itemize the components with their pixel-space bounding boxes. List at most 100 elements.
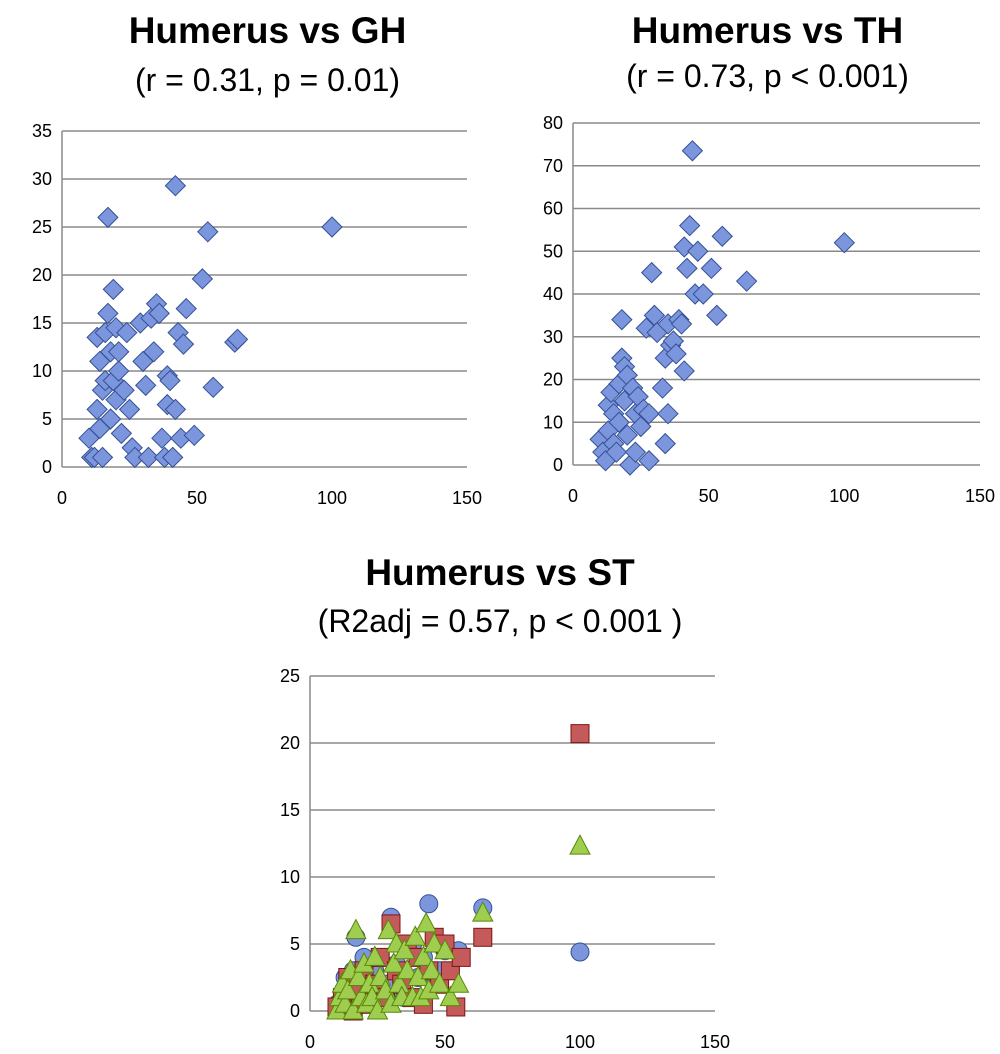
y-tick-label-gh: 15 (32, 313, 52, 333)
data-point-triangle (404, 925, 427, 946)
y-tick-label-th: 0 (553, 455, 563, 475)
data-point-triangle (439, 985, 462, 1007)
y-tick-label-gh: 0 (42, 457, 52, 477)
data-point-diamond (143, 341, 165, 363)
x-tick-label-th: 100 (829, 486, 859, 506)
y-tick-label-gh: 10 (32, 361, 52, 381)
data-point-diamond (706, 304, 728, 327)
data-point-circle (419, 894, 439, 914)
y-tick-label-gh: 25 (32, 217, 52, 237)
x-tick-label-st: 100 (565, 1032, 595, 1052)
chart-subtitle-gh: (r = 0.31, p = 0.01) (134, 62, 401, 98)
data-point-triangle (382, 952, 405, 973)
data-point-diamond (116, 321, 138, 344)
data-point-diamond (670, 313, 693, 335)
y-tick-label-th: 40 (543, 284, 563, 304)
data-point-diamond (681, 140, 704, 162)
data-point-triangle (423, 931, 446, 953)
data-point-diamond (183, 424, 206, 447)
data-point-diamond (321, 216, 343, 238)
data-point-diamond (611, 308, 633, 331)
chart-title-st: Humerus vs ST (365, 552, 635, 593)
chart-subtitle-st: (R2adj = 0.57, p < 0.001 ) (317, 603, 683, 639)
data-point-triangle (336, 978, 359, 1000)
data-point-diamond (735, 270, 758, 292)
x-tick-label-st: 50 (435, 1032, 455, 1052)
y-tick-label-gh: 5 (42, 409, 52, 429)
data-point-square (451, 947, 471, 967)
y-tick-label-th: 10 (543, 412, 563, 432)
data-point-circle (570, 942, 590, 962)
data-point-diamond (657, 402, 679, 425)
data-point-triangle (347, 965, 370, 986)
data-point-diamond (678, 214, 701, 237)
data-point-diamond (605, 441, 628, 463)
data-point-triangle (345, 918, 367, 940)
data-point-triangle (434, 938, 456, 960)
data-point-diamond (110, 422, 133, 445)
data-point-diamond (665, 343, 687, 365)
data-point-triangle (396, 958, 419, 980)
data-point-diamond (86, 398, 108, 421)
data-point-diamond (102, 278, 125, 301)
data-point-square (570, 724, 590, 744)
data-point-diamond (164, 398, 187, 421)
y-tick-label-gh: 30 (32, 169, 52, 189)
x-tick-label-gh: 50 (187, 488, 207, 508)
y-tick-label-gh: 35 (32, 121, 52, 141)
data-point-triangle (393, 938, 416, 960)
y-tick-label-th: 20 (543, 370, 563, 390)
data-point-diamond (700, 257, 723, 280)
y-tick-label-st: 5 (290, 934, 300, 954)
data-point-diamond (676, 257, 698, 280)
chart-title-th: Humerus vs TH (631, 10, 904, 51)
y-tick-label-th: 60 (543, 199, 563, 219)
data-point-diamond (630, 415, 652, 438)
data-point-diamond (134, 374, 157, 397)
data-point-diamond (711, 225, 733, 247)
data-point-diamond (99, 408, 122, 430)
x-tick-label-th: 50 (699, 486, 719, 506)
data-point-diamond (638, 450, 660, 472)
y-tick-label-st: 0 (290, 1001, 300, 1021)
data-point-diamond (226, 328, 249, 351)
y-tick-label-gh: 20 (32, 265, 52, 285)
data-point-diamond (97, 302, 119, 325)
x-tick-label-gh: 150 (452, 488, 482, 508)
data-point-diamond (608, 411, 630, 433)
data-point-diamond (97, 206, 119, 229)
x-tick-label-th: 0 (568, 486, 578, 506)
data-point-triangle (415, 911, 437, 933)
data-point-diamond (151, 427, 173, 449)
data-point-triangle (569, 834, 591, 855)
data-point-diamond (148, 302, 170, 325)
y-tick-label-st: 15 (280, 800, 300, 820)
data-point-square (473, 927, 493, 947)
data-point-diamond (191, 268, 214, 290)
data-point-diamond (91, 446, 114, 469)
data-point-diamond (172, 333, 195, 355)
chart-subtitle-th: (r = 0.73, p < 0.001) (626, 58, 909, 94)
data-point-diamond (687, 240, 709, 262)
data-point-diamond (164, 175, 187, 197)
data-point-diamond (118, 398, 141, 421)
x-tick-label-gh: 0 (57, 488, 67, 508)
data-point-diamond (107, 360, 130, 382)
data-point-triangle (447, 972, 470, 993)
y-tick-label-th: 30 (543, 327, 563, 347)
data-point-diamond (692, 283, 714, 305)
data-point-triangle (471, 901, 494, 922)
x-tick-label-th: 150 (965, 486, 995, 506)
data-point-diamond (137, 446, 160, 469)
data-point-diamond (197, 221, 219, 243)
y-tick-label-st: 25 (280, 666, 300, 686)
y-tick-label-st: 20 (280, 733, 300, 753)
x-tick-label-st: 150 (700, 1032, 730, 1052)
data-point-diamond (640, 261, 663, 284)
y-tick-label-th: 50 (543, 241, 563, 261)
y-tick-label-th: 70 (543, 156, 563, 176)
data-point-triangle (377, 918, 400, 940)
data-point-diamond (159, 369, 181, 392)
chart-title-gh: Humerus vs GH (128, 10, 407, 51)
